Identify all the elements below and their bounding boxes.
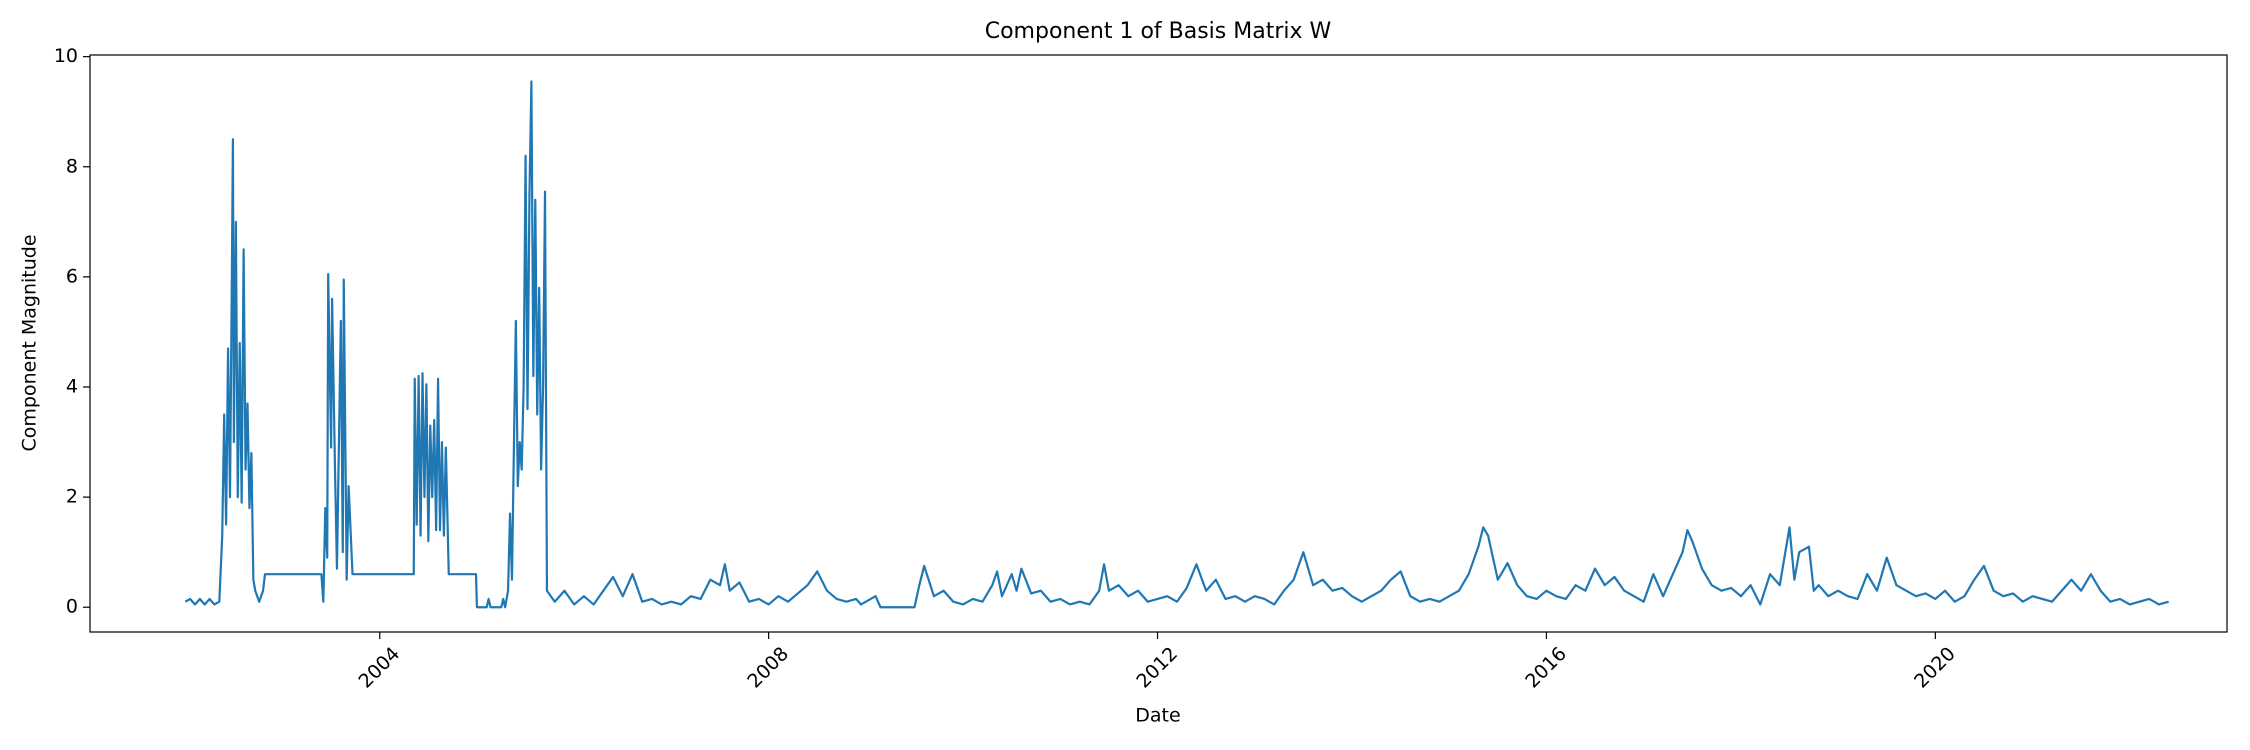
y-tick-label: 8	[66, 155, 78, 177]
y-tick-label: 0	[66, 596, 78, 618]
x-tick-label: 2020	[1910, 643, 1960, 693]
axes-frame	[89, 54, 2228, 633]
y-tick-label: 10	[54, 45, 78, 67]
x-tick-label: 2012	[1132, 643, 1182, 693]
y-tick-label: 2	[66, 486, 78, 508]
chart-title: Component 1 of Basis Matrix W	[985, 19, 1332, 44]
x-axis-label: Date	[1135, 705, 1180, 727]
x-tick-label: 2004	[355, 643, 405, 693]
x-tick-label: 2008	[743, 643, 793, 693]
y-tick-label: 4	[66, 375, 78, 397]
y-axis-label: Component Magnitude	[19, 234, 41, 451]
series-line	[184, 80, 2169, 609]
y-tick-label: 6	[66, 265, 78, 287]
x-tick-label: 2016	[1521, 643, 1571, 693]
